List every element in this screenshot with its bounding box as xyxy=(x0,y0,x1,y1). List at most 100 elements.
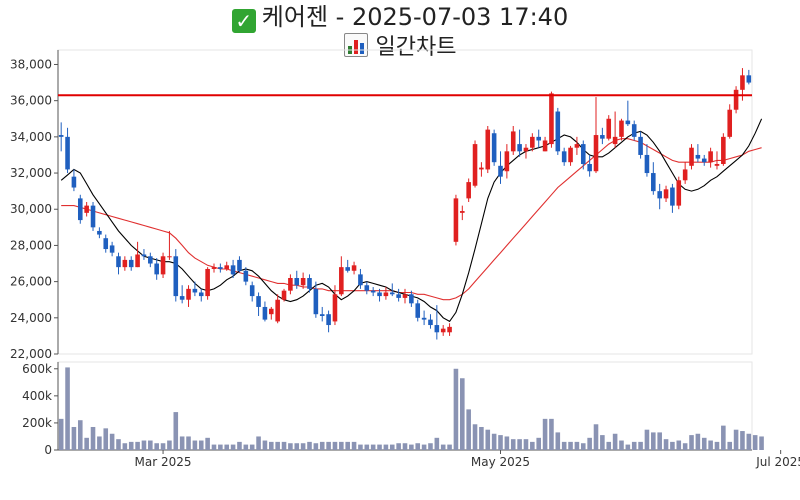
volume-bar xyxy=(160,443,166,450)
volume-bar xyxy=(205,437,210,450)
volume-bar xyxy=(676,440,682,450)
volume-bar xyxy=(198,440,204,450)
candle-body xyxy=(549,93,554,145)
candle-body xyxy=(619,120,624,137)
volume-tick-label: 400k xyxy=(22,389,52,403)
volume-bar xyxy=(383,444,389,450)
volume-bar xyxy=(440,444,446,450)
volume-bar xyxy=(689,435,694,450)
ma-long-line xyxy=(61,138,762,301)
candle-body xyxy=(631,124,637,137)
volume-bar xyxy=(269,441,274,450)
volume-bar xyxy=(466,409,471,450)
candle-body xyxy=(288,278,293,291)
volume-bar xyxy=(498,435,503,450)
volume-bar xyxy=(415,443,421,450)
volume-bar xyxy=(275,441,280,450)
candle-body xyxy=(294,278,300,286)
candle-body xyxy=(447,326,452,333)
volume-bar xyxy=(319,441,325,450)
candle-body xyxy=(536,136,541,141)
candle-body xyxy=(657,191,662,199)
volume-bar xyxy=(116,439,121,450)
price-tick-label: 26,000 xyxy=(10,275,52,289)
price-panel: 22,000 24,000 26,000 28,000 30,000 32,000 34,0… xyxy=(10,49,763,361)
candle-body xyxy=(186,288,191,300)
candle-body xyxy=(179,296,185,300)
volume-bar xyxy=(377,444,382,450)
chart-title-text: 케어젠 - 2025-07-03 17:40 xyxy=(261,3,569,31)
chart-subtitle-text: 일간차트 xyxy=(375,35,457,60)
volume-bar xyxy=(625,444,631,450)
volume-bar xyxy=(370,444,376,450)
candle-body xyxy=(600,135,605,139)
candle-body xyxy=(313,288,319,315)
volume-bar xyxy=(122,443,128,450)
volume-bar xyxy=(97,436,102,450)
candle-body xyxy=(491,133,497,163)
candle-body xyxy=(256,296,261,307)
candle-body xyxy=(740,75,745,90)
volume-bar xyxy=(313,443,319,450)
volume-bar xyxy=(243,444,249,450)
candle-body xyxy=(682,169,688,181)
candle-body xyxy=(148,256,153,264)
candle-body xyxy=(472,144,478,186)
candle-body xyxy=(510,131,516,152)
candle-body xyxy=(479,167,484,170)
candle-body xyxy=(377,292,382,297)
volume-bar xyxy=(695,433,701,450)
volume-bar xyxy=(714,441,720,450)
candle-body xyxy=(530,136,535,148)
volume-bar xyxy=(211,444,217,450)
candle-body xyxy=(746,75,752,83)
volume-bar xyxy=(663,439,669,450)
volume-bar xyxy=(479,426,484,450)
candle-body xyxy=(154,263,159,275)
candle-body xyxy=(466,182,471,199)
volume-bar xyxy=(230,444,236,450)
volume-bar xyxy=(510,439,516,450)
volume-bar xyxy=(504,436,510,450)
volume-bar xyxy=(256,436,261,450)
volume-bar xyxy=(148,440,153,450)
candle-body xyxy=(434,325,440,333)
candle-body xyxy=(326,314,331,326)
volume-bar xyxy=(644,429,650,450)
candle-body xyxy=(71,176,77,188)
candle-body xyxy=(141,254,147,257)
candle-body xyxy=(485,129,491,170)
volume-bar xyxy=(192,440,198,450)
volume-bar xyxy=(237,441,242,450)
chart-subtitle: 일간차트 xyxy=(0,32,800,64)
candle-body xyxy=(721,136,726,164)
volume-bar xyxy=(434,437,440,450)
candle-body xyxy=(638,136,643,155)
volume-bar xyxy=(638,441,643,450)
candle-body xyxy=(498,165,503,177)
candle-body xyxy=(708,151,713,163)
candle-body xyxy=(421,317,427,320)
volume-bar xyxy=(58,418,64,450)
volume-bar xyxy=(587,437,592,450)
check-mark-icon: ✓ xyxy=(231,9,256,33)
candle-body xyxy=(695,154,701,159)
candle-body xyxy=(211,267,217,269)
candle-body xyxy=(370,290,376,293)
candle-body xyxy=(383,292,389,297)
candle-body xyxy=(523,147,529,152)
volume-bar xyxy=(402,443,408,450)
volume-bar xyxy=(542,418,548,450)
volume-bar xyxy=(682,443,688,450)
price-tick-label: 34,000 xyxy=(10,130,52,144)
volume-bar xyxy=(154,443,159,450)
volume-bar xyxy=(364,444,370,450)
candle-body xyxy=(453,198,459,242)
candle-body xyxy=(275,299,280,322)
candle-body xyxy=(428,319,433,326)
volume-bar xyxy=(593,424,599,450)
volume-bar xyxy=(453,368,459,450)
price-tick-label: 36,000 xyxy=(10,94,52,108)
volume-bar xyxy=(752,435,758,450)
volume-bar xyxy=(568,441,573,450)
